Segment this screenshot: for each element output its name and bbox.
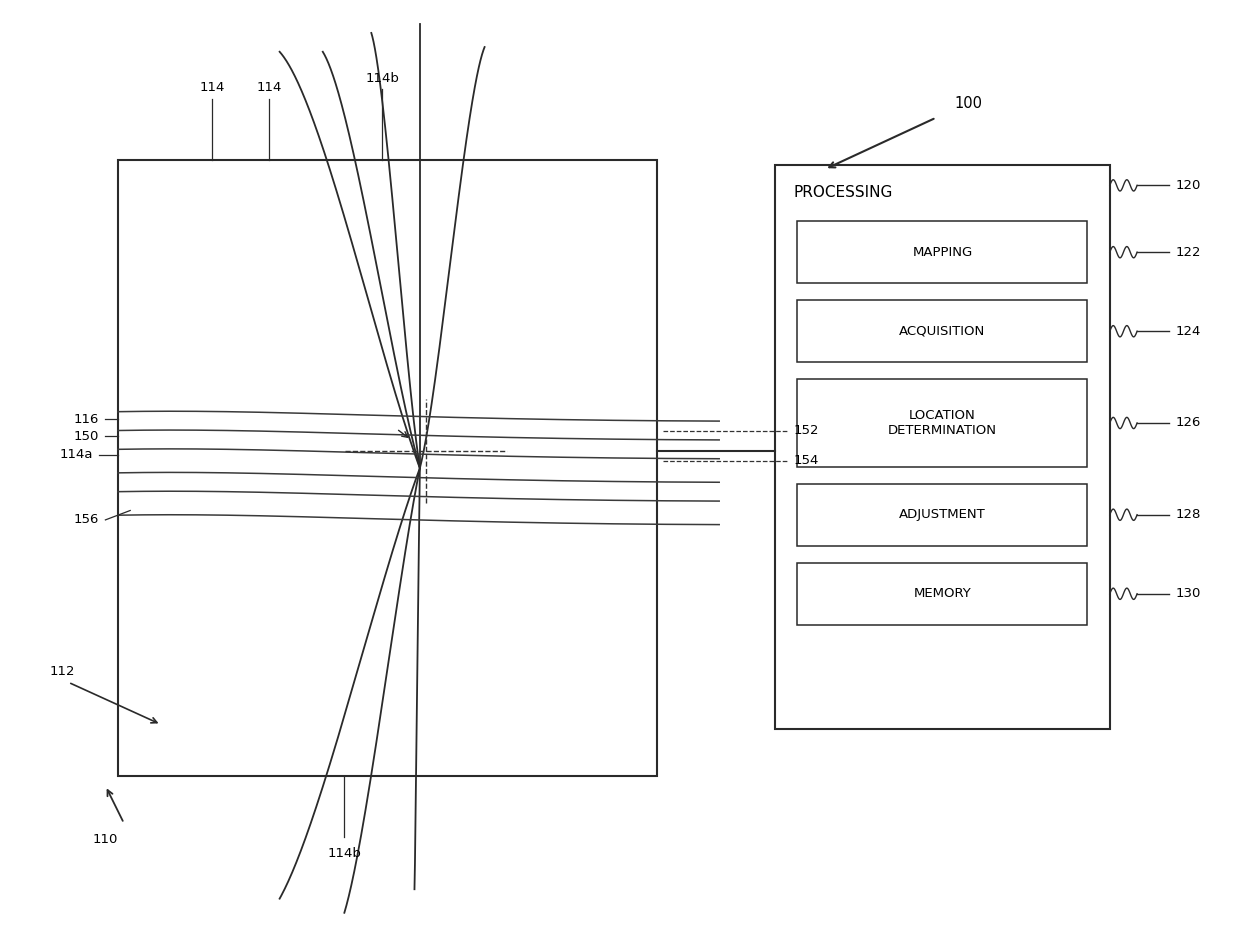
Text: 152: 152 [794,424,820,437]
Text: 110: 110 [93,833,118,846]
Bar [118,160,657,776]
Text: 112: 112 [50,664,74,678]
Text: MEMORY: MEMORY [914,587,971,600]
Bar [797,379,1087,467]
Text: 114a: 114a [60,449,93,461]
Text: 114b: 114b [327,847,361,860]
Text: 156: 156 [74,514,99,526]
Text: 120: 120 [1176,179,1200,192]
Text: 128: 128 [1176,508,1200,521]
Bar [775,165,1110,729]
Bar [797,563,1087,625]
Text: 114b: 114b [365,72,399,85]
Text: 154: 154 [794,455,818,467]
Text: 126: 126 [1176,417,1200,429]
Text: 124: 124 [1176,325,1200,338]
Text: PROCESSING: PROCESSING [794,185,893,200]
Bar [797,300,1087,362]
Text: LOCATION
DETERMINATION: LOCATION DETERMINATION [888,409,997,437]
Text: 122: 122 [1176,246,1202,259]
Text: 114: 114 [200,81,224,94]
Bar [797,221,1087,283]
Text: 130: 130 [1176,587,1200,600]
Text: 114: 114 [257,81,281,94]
Text: 116: 116 [74,413,99,425]
Text: ADJUSTMENT: ADJUSTMENT [899,508,986,521]
Text: ACQUISITION: ACQUISITION [899,325,986,338]
Text: MAPPING: MAPPING [913,246,972,259]
Text: 150: 150 [74,430,99,442]
Bar [797,484,1087,546]
Text: 100: 100 [955,96,983,111]
